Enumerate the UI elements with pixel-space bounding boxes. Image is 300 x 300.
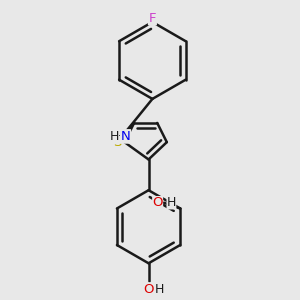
- Text: F: F: [149, 12, 156, 25]
- Text: O: O: [143, 283, 154, 296]
- Text: H: H: [154, 283, 164, 296]
- Text: O: O: [152, 196, 163, 209]
- Text: N: N: [121, 130, 130, 143]
- Text: H: H: [113, 130, 122, 143]
- Text: S: S: [114, 136, 122, 149]
- Text: H: H: [110, 130, 119, 143]
- Text: H: H: [167, 196, 176, 209]
- Text: N: N: [121, 130, 130, 143]
